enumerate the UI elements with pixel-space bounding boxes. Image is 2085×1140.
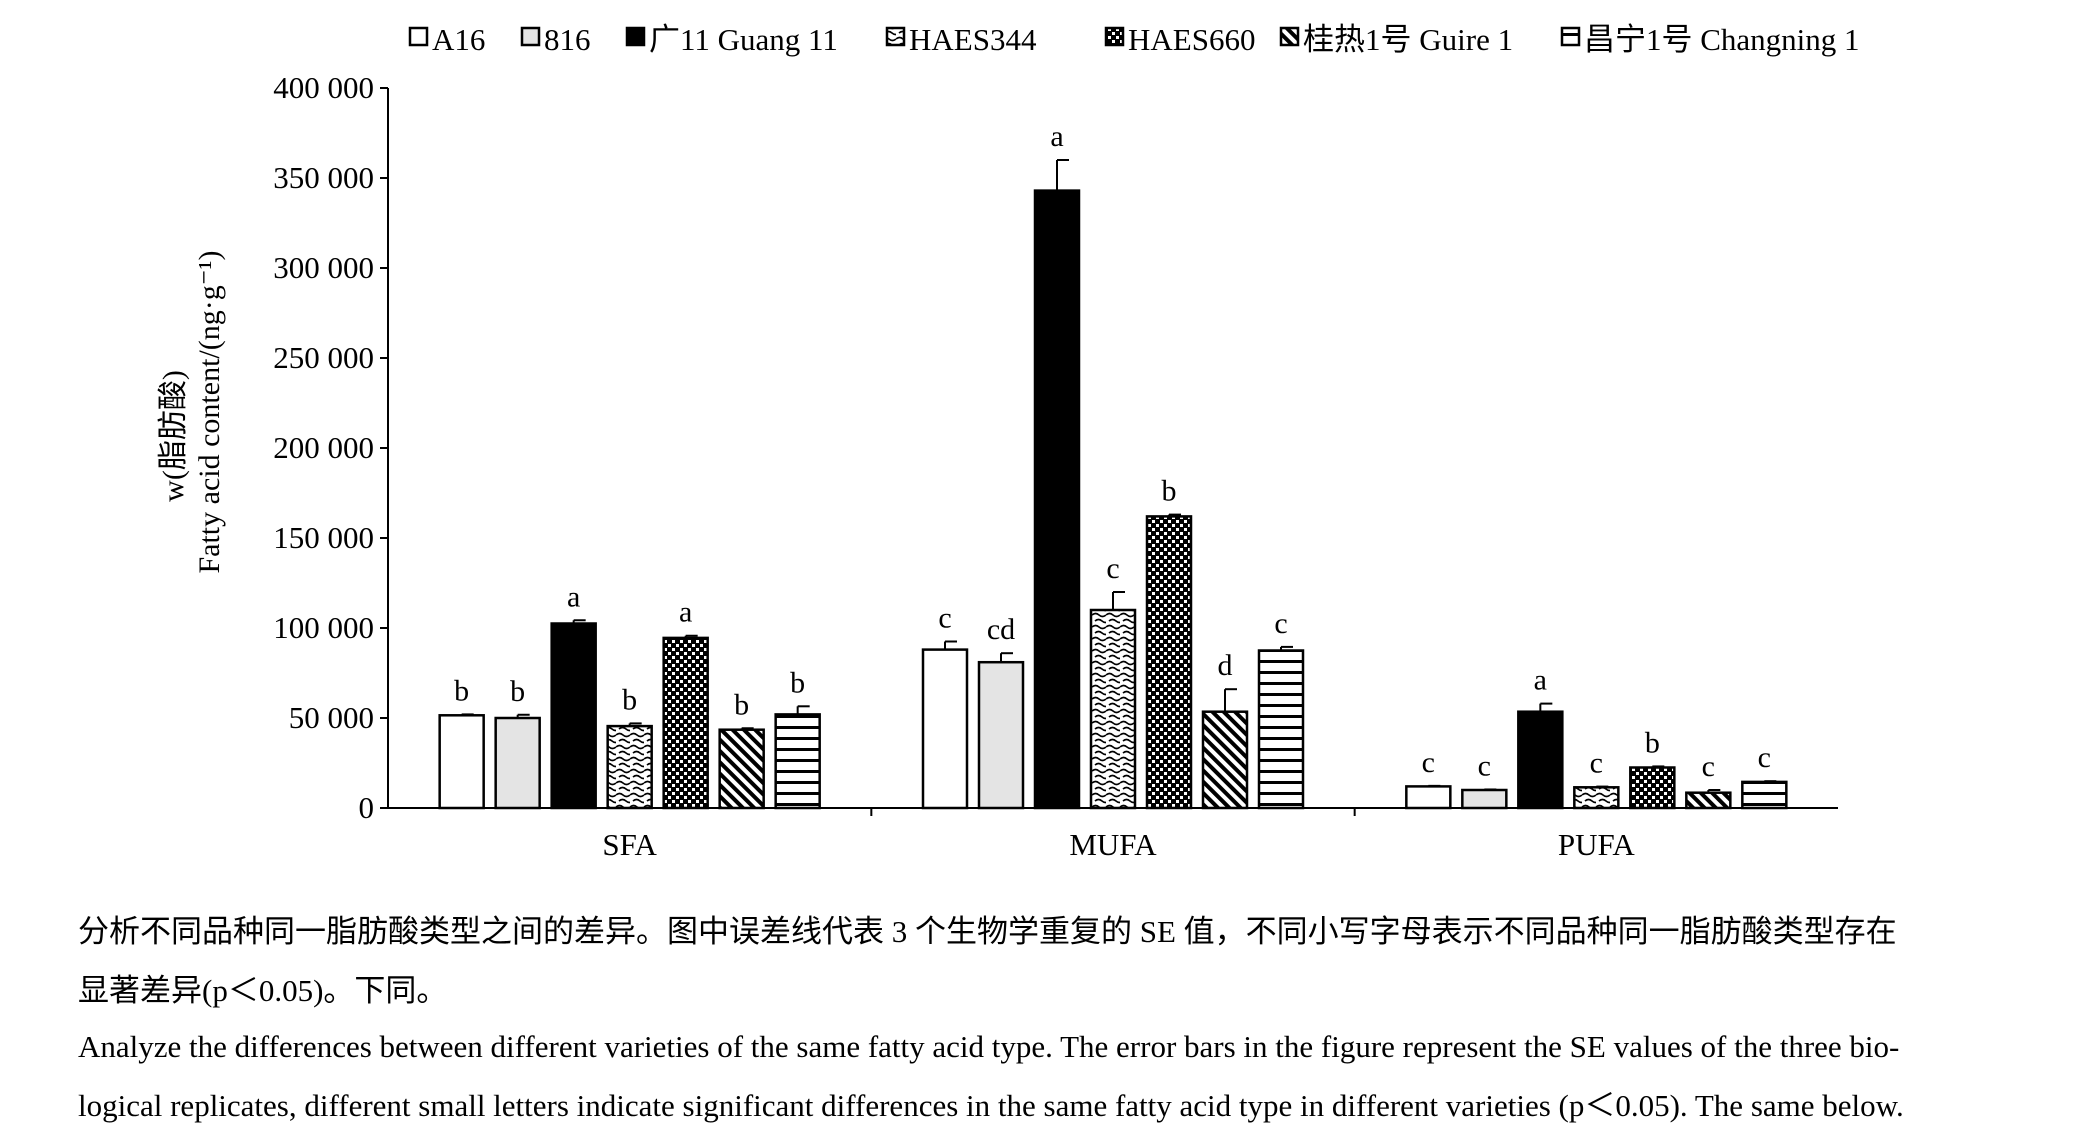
legend-label: 昌宁1号 Changning 1 xyxy=(1584,22,1860,57)
y-tick-label: 400 000 xyxy=(273,70,374,105)
significance-letter: cd xyxy=(987,613,1015,646)
significance-letter: c xyxy=(938,602,951,635)
caption-zh-line1: 分析不同品种同一脂肪酸类型之间的差异。图中误差线代表 3 个生物学重复的 SE … xyxy=(78,914,1897,949)
legend-label: 816 xyxy=(544,22,591,57)
caption-en-line2: logical replicates, different small lett… xyxy=(78,1088,1904,1123)
significance-letter: b xyxy=(510,675,525,708)
y-axis-label-line1: w(脂肪酸) xyxy=(157,370,190,502)
significance-letter: a xyxy=(679,596,692,629)
significance-letter: c xyxy=(1702,750,1715,783)
y-tick-label: 300 000 xyxy=(273,250,374,285)
significance-letter: b xyxy=(622,683,637,716)
significance-letter: b xyxy=(454,674,469,707)
significance-letter: b xyxy=(1645,726,1660,759)
caption-en-line1: Analyze the differences between differen… xyxy=(78,1029,1900,1064)
x-category-label: SFA xyxy=(602,827,657,862)
caption-zh-line2: 显著差异(p＜0.05)。下同。 xyxy=(78,973,448,1008)
significance-letter: b xyxy=(1162,475,1177,508)
bars: b b a b a b b c cd a c b d c c c a c b c c xyxy=(438,120,1788,810)
legend-swatch xyxy=(625,26,646,47)
bar xyxy=(774,713,821,810)
legend-swatch xyxy=(1104,26,1125,47)
legend-swatch xyxy=(1560,26,1581,47)
significance-letter: c xyxy=(1590,747,1603,780)
x-category-label: MUFA xyxy=(1069,827,1157,862)
significance-letter: d xyxy=(1218,649,1233,682)
legend-label: HAES660 xyxy=(1128,22,1255,57)
bar xyxy=(1573,786,1620,810)
significance-letter: c xyxy=(1422,746,1435,779)
caption-chinese: 分析不同品种同一脂肪酸类型之间的差异。图中误差线代表 3 个生物学重复的 SE … xyxy=(44,902,2044,1020)
y-tick-label: 100 000 xyxy=(273,610,374,645)
significance-letter: a xyxy=(1050,120,1063,153)
x-category-label: PUFA xyxy=(1558,827,1636,862)
bar xyxy=(438,714,485,810)
legend-label: HAES344 xyxy=(909,22,1037,57)
bar xyxy=(662,636,709,810)
y-tick-label: 50 000 xyxy=(289,700,374,735)
legend-label: 广11 Guang 11 xyxy=(649,22,838,57)
bar xyxy=(1033,189,1081,810)
significance-letter: c xyxy=(1106,552,1119,585)
y-tick-label: 150 000 xyxy=(273,520,374,555)
bar xyxy=(1145,515,1193,810)
fatty-acid-bar-chart: A16 816 广11 Guang 11 HAES344 HAES660 桂热1号 Gui… xyxy=(157,22,1860,862)
significance-letter: a xyxy=(567,580,580,613)
legend-swatch xyxy=(1279,26,1300,47)
bar xyxy=(550,622,597,810)
significance-letter: b xyxy=(734,688,749,721)
bar xyxy=(1257,649,1305,810)
legend-swatch xyxy=(520,26,541,47)
significance-letter: c xyxy=(1478,749,1491,782)
significance-letter: b xyxy=(790,666,805,699)
bar xyxy=(1685,791,1732,810)
bar xyxy=(1629,766,1676,810)
bar xyxy=(494,716,541,810)
significance-letter: c xyxy=(1274,607,1287,640)
legend-label: A16 xyxy=(432,22,485,57)
legend-swatch xyxy=(408,26,429,47)
bar xyxy=(1089,608,1137,810)
axes: 0 50 000 100 000 150 000 200 000 250 000 300 0… xyxy=(273,70,1838,862)
bar xyxy=(977,660,1025,810)
bar xyxy=(921,648,969,810)
y-tick-label: 200 000 xyxy=(273,430,374,465)
bar xyxy=(1201,710,1249,810)
caption-english: Analyze the differences between differen… xyxy=(44,1017,2044,1135)
bar xyxy=(1517,710,1564,810)
significance-letter: a xyxy=(1534,664,1547,697)
y-tick-label: 0 xyxy=(359,790,375,825)
y-axis-label-line2: Fatty acid content/(ng·g⁻¹) xyxy=(193,250,226,573)
bar xyxy=(606,724,653,810)
significance-letter: c xyxy=(1758,741,1771,774)
legend-swatch xyxy=(885,26,906,47)
y-tick-label: 350 000 xyxy=(273,160,374,195)
bar xyxy=(718,728,765,810)
bar xyxy=(1405,785,1452,810)
legend-label: 桂热1号 Guire 1 xyxy=(1303,22,1513,57)
bar xyxy=(1741,780,1788,810)
bar xyxy=(1461,788,1508,810)
legend: A16 816 广11 Guang 11 HAES344 HAES660 桂热1号 Gui… xyxy=(408,22,1860,57)
y-tick-label: 250 000 xyxy=(273,340,374,375)
